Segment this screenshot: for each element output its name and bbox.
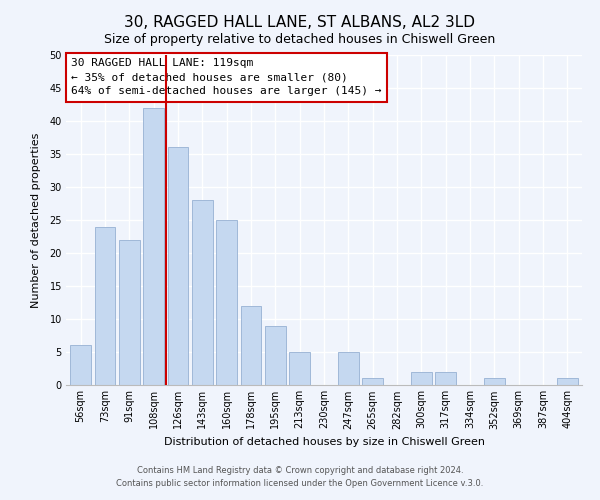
Bar [265, 326, 286, 385]
Bar [241, 306, 262, 385]
Bar [167, 148, 188, 385]
Bar [216, 220, 237, 385]
Bar [557, 378, 578, 385]
Bar [192, 200, 212, 385]
Bar [119, 240, 140, 385]
Bar [436, 372, 456, 385]
Bar [95, 226, 115, 385]
Bar [143, 108, 164, 385]
Bar [362, 378, 383, 385]
Bar [70, 346, 91, 385]
X-axis label: Distribution of detached houses by size in Chiswell Green: Distribution of detached houses by size … [163, 437, 485, 447]
Text: Contains HM Land Registry data © Crown copyright and database right 2024.
Contai: Contains HM Land Registry data © Crown c… [116, 466, 484, 487]
Text: Size of property relative to detached houses in Chiswell Green: Size of property relative to detached ho… [104, 32, 496, 46]
Bar [289, 352, 310, 385]
Bar [411, 372, 432, 385]
Y-axis label: Number of detached properties: Number of detached properties [31, 132, 41, 308]
Bar [484, 378, 505, 385]
Text: 30, RAGGED HALL LANE, ST ALBANS, AL2 3LD: 30, RAGGED HALL LANE, ST ALBANS, AL2 3LD [125, 15, 476, 30]
Bar [338, 352, 359, 385]
Text: 30 RAGGED HALL LANE: 119sqm
← 35% of detached houses are smaller (80)
64% of sem: 30 RAGGED HALL LANE: 119sqm ← 35% of det… [71, 58, 382, 96]
